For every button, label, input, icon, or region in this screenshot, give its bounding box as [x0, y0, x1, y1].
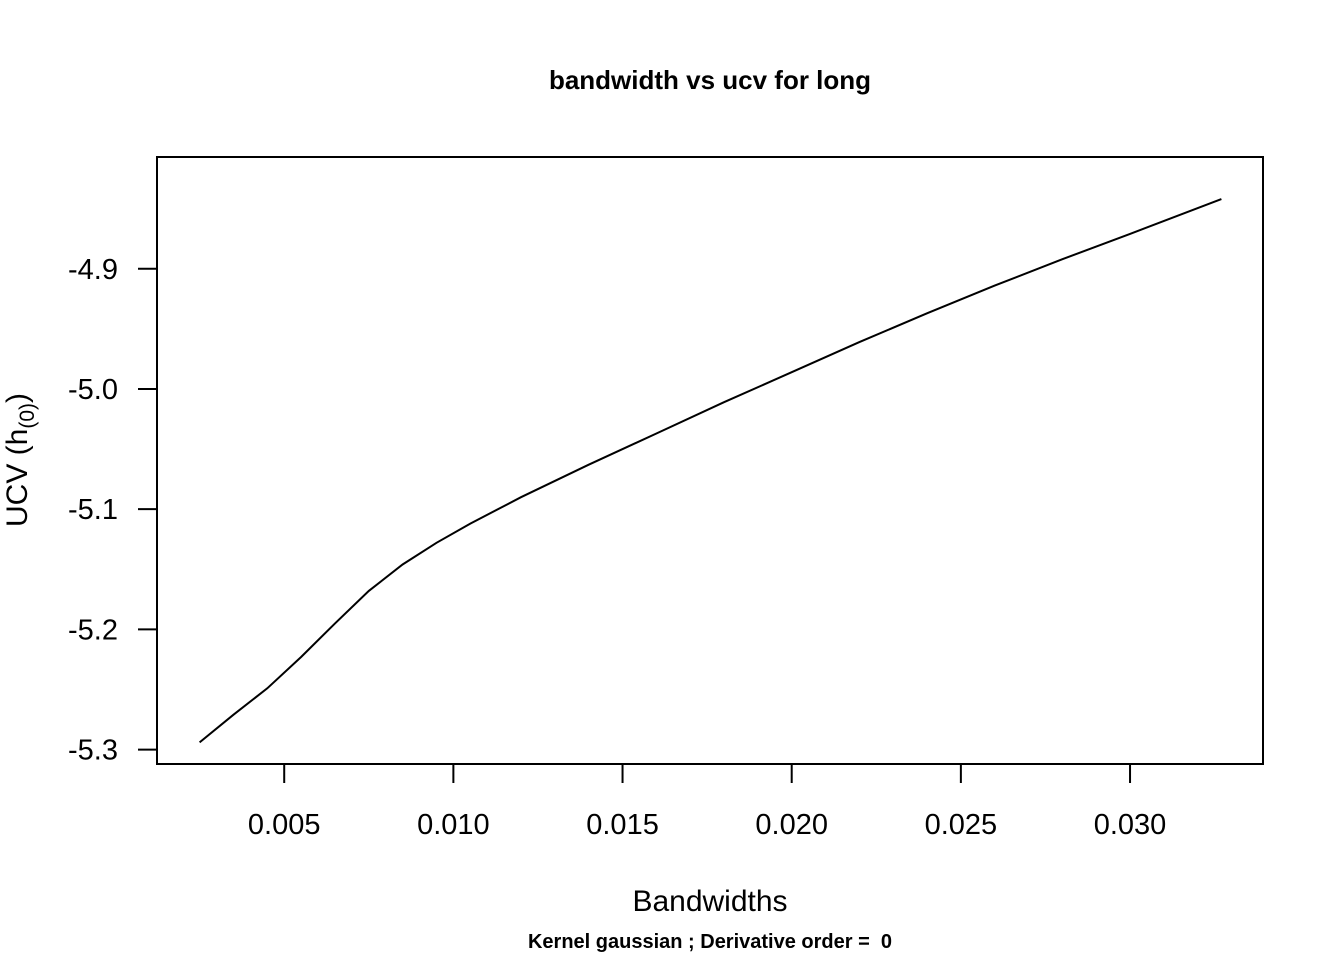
y-axis-label-subscript: (0) — [16, 403, 39, 429]
chart-subtitle: Kernel gaussian ; Derivative order = 0 — [528, 931, 892, 953]
y-axis-label-close: ) — [1, 393, 34, 403]
x-axis: 0.005 0.010 0.015 0.020 0.025 0.030 — [248, 763, 1167, 841]
y-tick-label: -5.3 — [68, 735, 118, 767]
x-tick-label: 0.015 — [586, 809, 659, 841]
plot-frame — [156, 156, 1264, 765]
x-tick-label: 0.030 — [1094, 809, 1167, 841]
y-tick-label: -5.0 — [68, 374, 118, 406]
y-tick-label: -4.9 — [68, 254, 118, 286]
y-tick-label: -5.1 — [68, 494, 118, 526]
y-axis-label-main: UCV (h — [1, 429, 34, 527]
ucv-line — [198, 198, 1222, 744]
y-tick-label: -5.2 — [68, 614, 118, 646]
chart-title: bandwidth vs ucv for long — [549, 65, 871, 95]
y-axis-label: UCV (h(0)) — [1, 393, 39, 527]
y-axis: -5.3 -5.2 -5.1 -5.0 -4.9 — [68, 254, 158, 767]
x-tick-label: 0.005 — [248, 809, 321, 841]
x-tick-label: 0.025 — [925, 809, 998, 841]
x-axis-label: Bandwidths — [632, 885, 787, 918]
x-tick-label: 0.020 — [755, 809, 828, 841]
x-tick-label: 0.010 — [417, 809, 490, 841]
